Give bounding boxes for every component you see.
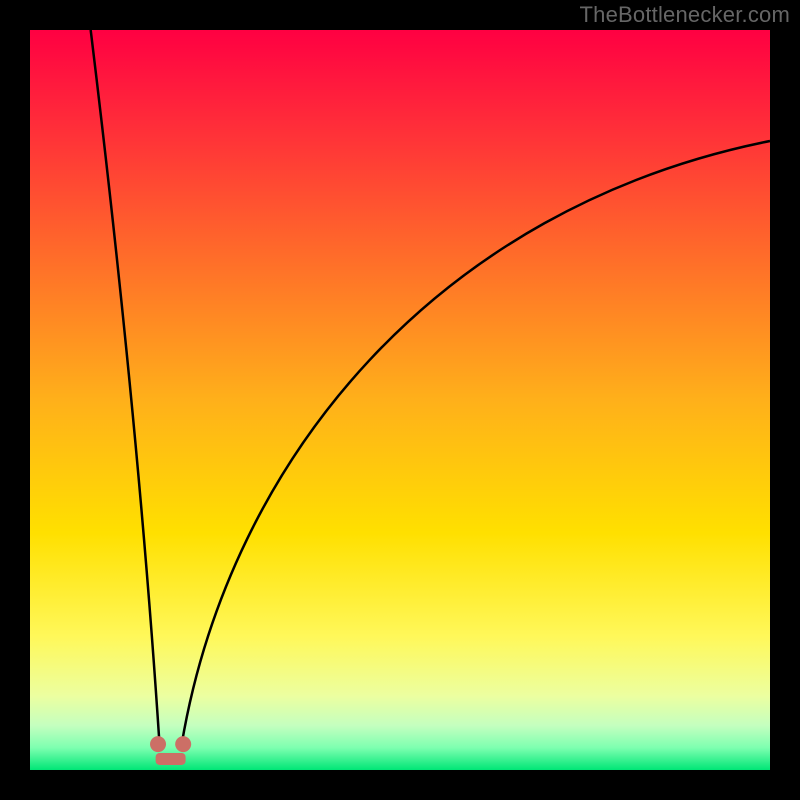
minimum-connector-bar xyxy=(156,753,186,765)
minimum-marker-left xyxy=(150,736,166,752)
chart-svg xyxy=(0,0,800,800)
watermark-text: TheBottlenecker.com xyxy=(580,2,790,28)
chart-root: TheBottlenecker.com xyxy=(0,0,800,800)
minimum-marker-right xyxy=(175,736,191,752)
plot-background-gradient xyxy=(30,30,770,770)
